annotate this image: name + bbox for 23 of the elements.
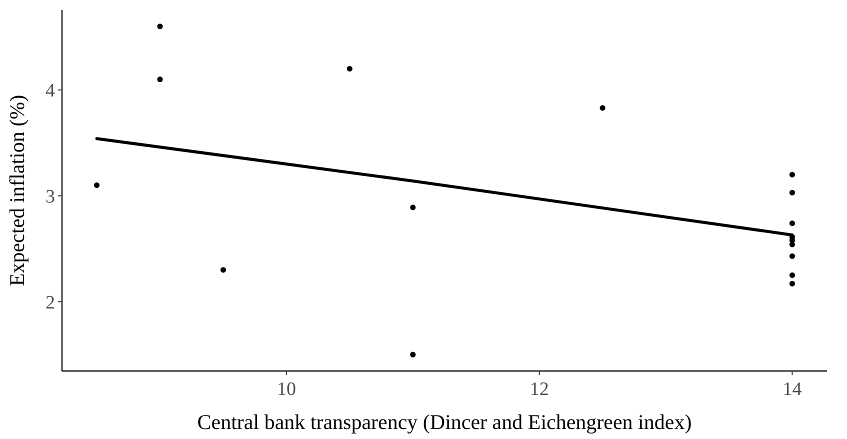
point <box>410 352 416 358</box>
point <box>789 190 796 196</box>
x-tick-label: 14 <box>782 379 802 400</box>
point <box>157 76 163 82</box>
point <box>157 24 163 30</box>
point <box>346 66 352 72</box>
point <box>94 182 100 188</box>
x-tick-label: 10 <box>276 379 296 400</box>
point <box>789 172 796 178</box>
point <box>789 253 796 259</box>
point <box>410 204 416 210</box>
point <box>220 267 226 273</box>
point <box>789 272 796 278</box>
y-tick-label: 4 <box>46 80 56 102</box>
point <box>600 105 606 111</box>
y-tick-label: 3 <box>46 186 55 208</box>
y-axis-title: Expected inflation (%) <box>5 94 29 286</box>
point <box>789 242 796 248</box>
x-axis-title: Central bank transparency (Dincer and Eichengreen index) <box>197 410 692 434</box>
point <box>789 220 796 226</box>
point <box>789 280 796 286</box>
x-tick-label: 12 <box>530 379 549 400</box>
y-tick-label: 2 <box>46 292 55 314</box>
